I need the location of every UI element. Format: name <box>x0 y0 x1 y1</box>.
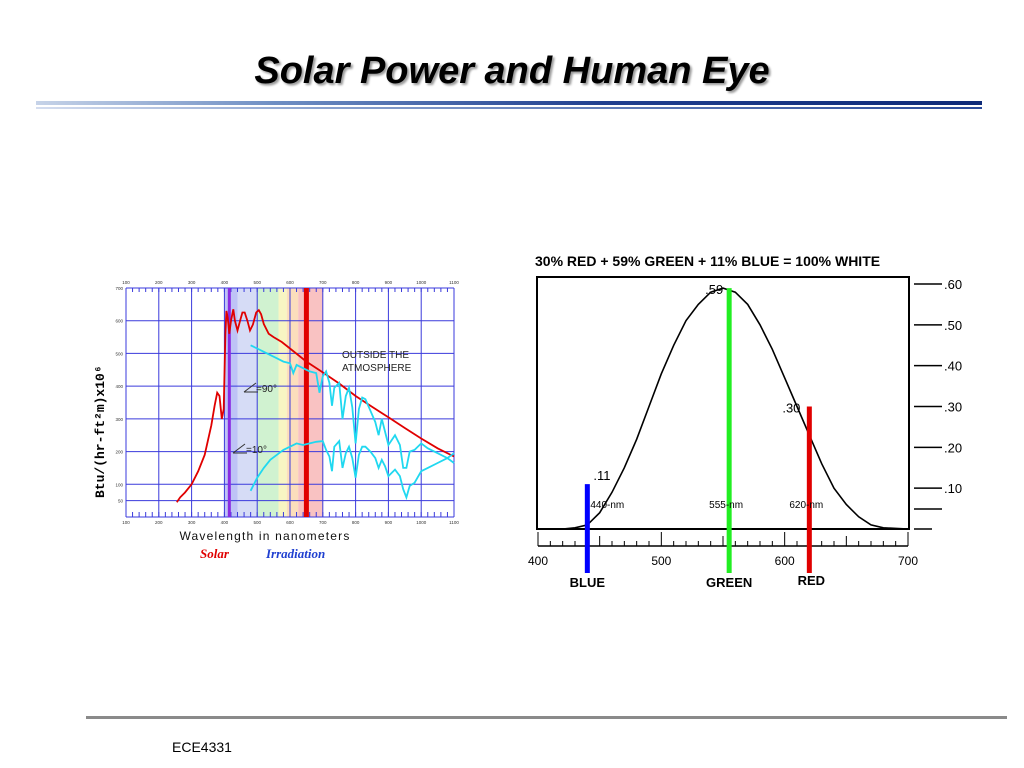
x-tick-label-bottom: 1100 <box>449 520 459 525</box>
x-tick-label-top: 1000 <box>416 280 427 285</box>
eye-color-lines: .11 440-nm BLUE .59 555-nm GREEN .30 620-nm RED <box>570 282 825 590</box>
y-tick-label: 500 <box>115 351 123 356</box>
eye-right-ticks: .60 .50 .40 .30 .20 .10 <box>914 277 962 530</box>
x-tick-label-top: 300 <box>188 280 196 285</box>
right-tick-label: .30 <box>944 400 962 415</box>
solar-grid <box>125 287 455 518</box>
title-underline <box>36 101 982 105</box>
spectrum-band <box>298 288 323 517</box>
wavelength-label: 555-nm <box>709 500 743 511</box>
series-line-sea_level_90 <box>250 344 455 469</box>
x-tick-label-bottom: 900 <box>385 520 393 525</box>
slide-title: Solar Power and Human Eye <box>254 50 770 92</box>
series-line-outside <box>176 308 455 503</box>
solar-tick-labels: 100 100 200 200 300 300 400 400 500 500 600 600 700 7… <box>115 280 459 525</box>
y-tick-label: 50 <box>118 499 124 504</box>
x-tick-label-top: 400 <box>221 280 229 285</box>
x-tick-label-top: 900 <box>385 280 393 285</box>
title-underline-thin <box>36 107 982 109</box>
y-tick-label: 400 <box>115 384 123 389</box>
right-tick-label: .10 <box>944 481 962 496</box>
x-tick-label-bottom: 100 <box>122 520 130 525</box>
visible-spectrum-bands <box>224 288 323 517</box>
color-name-label: RED <box>798 573 825 588</box>
eye-sensitivity-curve <box>538 287 909 530</box>
right-tick-label: .50 <box>944 318 962 333</box>
spectrum-band <box>278 288 287 517</box>
color-name-label: GREEN <box>706 575 752 590</box>
y-tick-label: 600 <box>115 319 123 324</box>
bottom-axis-label: 700 <box>898 554 918 568</box>
outside-atmosphere-line-2: ATMOSPHERE <box>342 363 412 374</box>
footer-text: ECE4331 <box>172 739 232 755</box>
wavelength-label: 620-nm <box>789 500 823 511</box>
x-tick-label-bottom: 700 <box>319 520 327 525</box>
x-tick-label-bottom: 600 <box>286 520 294 525</box>
footer-rule <box>86 716 1007 719</box>
solar-y-axis-label: Btu/(hr-ft²m)x10⁶ <box>93 365 108 498</box>
bottom-axis-label: 400 <box>528 554 548 568</box>
angle-10-label: =10° <box>246 445 267 456</box>
solar-x-axis-label: Wavelength in nanometers <box>179 529 350 543</box>
x-tick-label-bottom: 800 <box>352 520 360 525</box>
y-tick-label: 300 <box>115 417 123 422</box>
angle-icon <box>232 443 247 454</box>
spectrum-band <box>257 288 279 517</box>
x-tick-label-bottom: 200 <box>155 520 163 525</box>
y-tick-label: 100 <box>115 482 123 487</box>
value-label: .30 <box>782 401 800 416</box>
right-tick-label: .20 <box>944 440 962 455</box>
x-tick-label-top: 800 <box>352 280 360 285</box>
x-tick-label-top: 1100 <box>449 280 459 285</box>
x-tick-label-top: 200 <box>155 280 163 285</box>
value-label: .11 <box>593 468 610 483</box>
spectrum-band <box>286 288 299 517</box>
spectrum-band <box>224 288 238 517</box>
y-tick-label: 700 <box>115 286 123 291</box>
angle-90-label: =90° <box>256 384 277 395</box>
x-tick-label-top: 700 <box>319 280 327 285</box>
x-tick-label-top: 100 <box>122 280 130 285</box>
x-tick-label-bottom: 400 <box>221 520 229 525</box>
x-tick-label-top: 500 <box>253 280 261 285</box>
value-label: .59 <box>705 282 723 297</box>
x-tick-label-bottom: 500 <box>253 520 261 525</box>
right-tick-label: .40 <box>944 359 962 374</box>
angle-icon <box>243 382 258 393</box>
bottom-axis-label: 500 <box>651 554 671 568</box>
eye-bottom-axis: 400 500 600 700 <box>528 532 918 568</box>
outside-atmosphere-line-1: OUTSIDE THE <box>342 350 409 361</box>
color-name-label: BLUE <box>570 575 606 590</box>
solar-caption-solar: Solar <box>200 546 230 561</box>
solar-series <box>176 308 455 503</box>
wavelength-label: 440-nm <box>590 500 624 511</box>
x-tick-label-bottom: 300 <box>188 520 196 525</box>
solar-caption-irradiation: Irradiation <box>265 546 325 561</box>
solar-irradiation-chart: 100 100 200 200 300 300 400 400 500 500 600 600 700 7… <box>93 280 459 561</box>
eye-sensitivity-chart: 30% RED + 59% GREEN + 11% BLUE = 100% WH… <box>528 253 962 590</box>
bottom-axis-label: 600 <box>775 554 795 568</box>
right-tick-label: .60 <box>944 277 962 292</box>
eye-plot-frame <box>536 276 910 530</box>
y-tick-label: 200 <box>115 450 123 455</box>
x-tick-label-bottom: 1000 <box>416 520 427 525</box>
x-tick-label-top: 600 <box>286 280 294 285</box>
series-line-sea_level_10 <box>249 438 455 501</box>
eye-chart-title: 30% RED + 59% GREEN + 11% BLUE = 100% WH… <box>535 253 880 269</box>
